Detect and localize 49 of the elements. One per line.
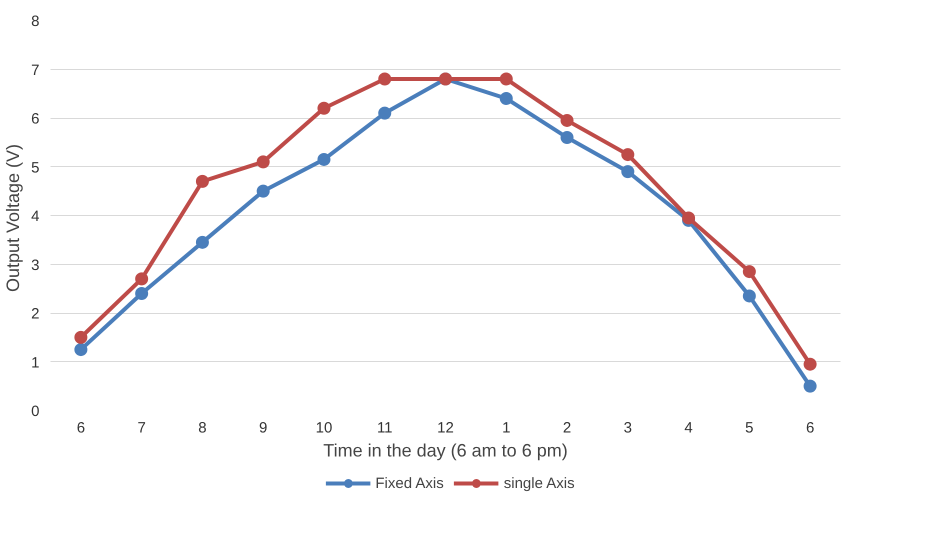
x-tick-label: 6 — [76, 420, 86, 436]
point — [682, 211, 696, 224]
x-axis-title: Time in the day (6 am to 6 pm) — [323, 440, 568, 460]
y-tick-label: 5 — [31, 159, 40, 176]
y-axis-title: Output Voltage (V) — [3, 144, 24, 292]
x-tick-label: 5 — [745, 420, 754, 436]
x-tick-label: 11 — [376, 420, 393, 436]
point — [256, 155, 270, 168]
x-tick-label: 9 — [259, 420, 268, 436]
point — [135, 287, 148, 300]
point — [560, 131, 574, 144]
point — [74, 343, 88, 356]
y-tick-label: 6 — [31, 110, 40, 128]
y-tick-label: 0 — [31, 403, 40, 420]
point — [74, 330, 88, 344]
point — [804, 380, 817, 393]
x-tick-label: 7 — [137, 420, 146, 436]
point — [317, 152, 330, 166]
y-tick-label: 1 — [31, 354, 40, 372]
x-tick-label: 8 — [198, 420, 207, 436]
x-tick-label: 2 — [562, 420, 572, 436]
point — [804, 358, 817, 371]
y-tick-label: 4 — [31, 208, 40, 225]
point — [560, 114, 574, 127]
point — [196, 174, 209, 188]
y-tick-label: 8 — [31, 13, 40, 30]
point — [378, 72, 392, 86]
y-tick-label: 7 — [31, 62, 40, 79]
point — [500, 92, 513, 105]
x-tick-label: 3 — [624, 420, 632, 436]
x-tick-label: 10 — [316, 420, 332, 436]
point — [317, 102, 330, 115]
point — [500, 72, 513, 86]
point — [621, 165, 634, 178]
point — [621, 148, 634, 162]
point — [378, 106, 392, 120]
point — [196, 236, 209, 249]
point — [742, 289, 756, 302]
legend-label: Fixed Axis — [375, 474, 444, 492]
legend-label: single Axis — [504, 474, 575, 492]
x-tick-label: 6 — [806, 420, 814, 436]
x-tick-label: 1 — [502, 420, 510, 436]
x-tick-label: 4 — [684, 420, 693, 436]
point — [742, 265, 756, 278]
x-tick-label: 12 — [437, 420, 454, 436]
point — [135, 272, 148, 286]
y-tick-label: 2 — [31, 306, 40, 322]
y-tick-label: 3 — [31, 256, 40, 274]
point — [256, 184, 270, 198]
